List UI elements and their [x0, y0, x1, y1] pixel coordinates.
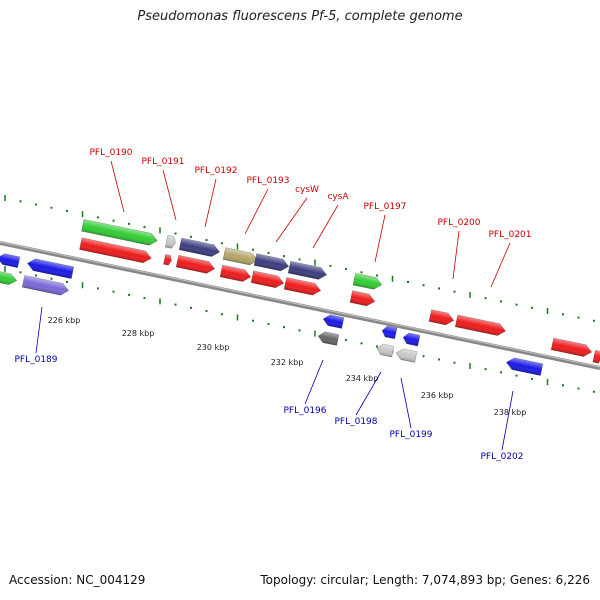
forward-gene-arrow [21, 275, 69, 296]
callout-line [275, 197, 308, 243]
reverse-gene-label: PFL_0198 [334, 417, 377, 427]
callout-line [244, 188, 269, 235]
forward-gene-arrow [454, 314, 506, 336]
map-title: Pseudomonas fluorescens Pf-5, complete g… [137, 9, 463, 24]
callout-line [204, 178, 217, 228]
sequence-backbone-highlight [0, 241, 600, 368]
callout-line [110, 160, 125, 213]
reverse-gene-arrow [402, 332, 421, 347]
callout-line [162, 169, 177, 221]
reverse-gene-label: PFL_0196 [283, 406, 326, 416]
accession-text: Accession: NC_004129 [9, 573, 146, 587]
callout-line [400, 377, 412, 429]
scale-tick-label: 232 kbp [271, 358, 304, 367]
forward-gene-arrow [349, 290, 376, 307]
forward-gene-arrow [283, 277, 322, 296]
reverse-gene-arrow [317, 331, 340, 346]
forward-gene-arrow [163, 254, 172, 266]
scale-tick-label: 228 kbp [122, 329, 155, 338]
reverse-gene-arrow [505, 357, 544, 376]
forward-gene-arrow [178, 237, 221, 257]
sequence-backbone [0, 241, 600, 370]
scale-labels: 226 kbp 228 kbp 230 kbp 232 kbp 234 kbp 236 k… [48, 316, 527, 417]
reverse-gene-arrow [395, 348, 418, 363]
forward-gene-arrow [287, 260, 328, 280]
reverse-gene-arrow [376, 343, 395, 358]
callout-line [312, 204, 339, 249]
forward-gene-arrow [550, 337, 593, 357]
feature-layer [0, 219, 600, 376]
reverse-gene-arrow [27, 258, 75, 279]
forward-gene-label: PFL_0191 [141, 157, 184, 167]
forward-gene-label: PFL_0200 [437, 218, 480, 228]
forward-gene-label: PFL_0190 [89, 148, 132, 158]
callout-line [501, 390, 514, 451]
scale-tick-label: 238 kbp [494, 408, 527, 417]
forward-gene-arrow [165, 234, 176, 249]
forward-gene-arrow [81, 219, 158, 246]
forward-gene-label: PFL_0197 [363, 202, 406, 212]
reverse-gene-label: PFL_0202 [480, 452, 523, 462]
tick-rings [4, 195, 595, 393]
forward-gene-label: PFL_0193 [246, 176, 289, 186]
gene-callouts: PFL_0190 PFL_0191 PFL_0192 PFL_0193 cysW cysA… [14, 148, 531, 462]
forward-gene-label: cysA [327, 192, 349, 202]
callout-line [452, 230, 460, 280]
callout-line [374, 214, 386, 263]
forward-gene-arrow [219, 264, 252, 282]
callout-line [35, 306, 43, 354]
forward-gene-arrow [253, 253, 290, 272]
forward-gene-arrow [222, 247, 259, 266]
forward-gene-arrow [0, 269, 18, 285]
callout-line [490, 242, 511, 288]
scale-tick-label: 234 kbp [346, 374, 379, 383]
reverse-gene-arrow [0, 253, 21, 268]
scale-tick-label: 236 kbp [421, 391, 454, 400]
forward-gene-arrow [250, 270, 285, 289]
forward-gene-label: PFL_0201 [488, 230, 531, 240]
genome-summary-text: Topology: circular; Length: 7,074,893 bp… [260, 573, 590, 587]
forward-gene-arrow [352, 272, 383, 290]
forward-gene-arrow [592, 349, 600, 364]
forward-gene-label: cysW [295, 185, 319, 195]
reverse-gene-arrow [381, 325, 398, 340]
reverse-gene-label: PFL_0189 [14, 355, 57, 365]
callout-line [355, 371, 382, 416]
reverse-gene-label: PFL_0199 [389, 430, 432, 440]
forward-gene-arrow [175, 254, 216, 274]
reverse-gene-arrow [322, 314, 345, 329]
scale-tick-label: 230 kbp [197, 343, 230, 352]
scale-tick-label: 226 kbp [48, 316, 81, 325]
forward-gene-label: PFL_0192 [194, 166, 237, 176]
forward-gene-arrow [428, 309, 455, 326]
forward-gene-arrow [79, 237, 152, 264]
callout-line [304, 359, 324, 405]
